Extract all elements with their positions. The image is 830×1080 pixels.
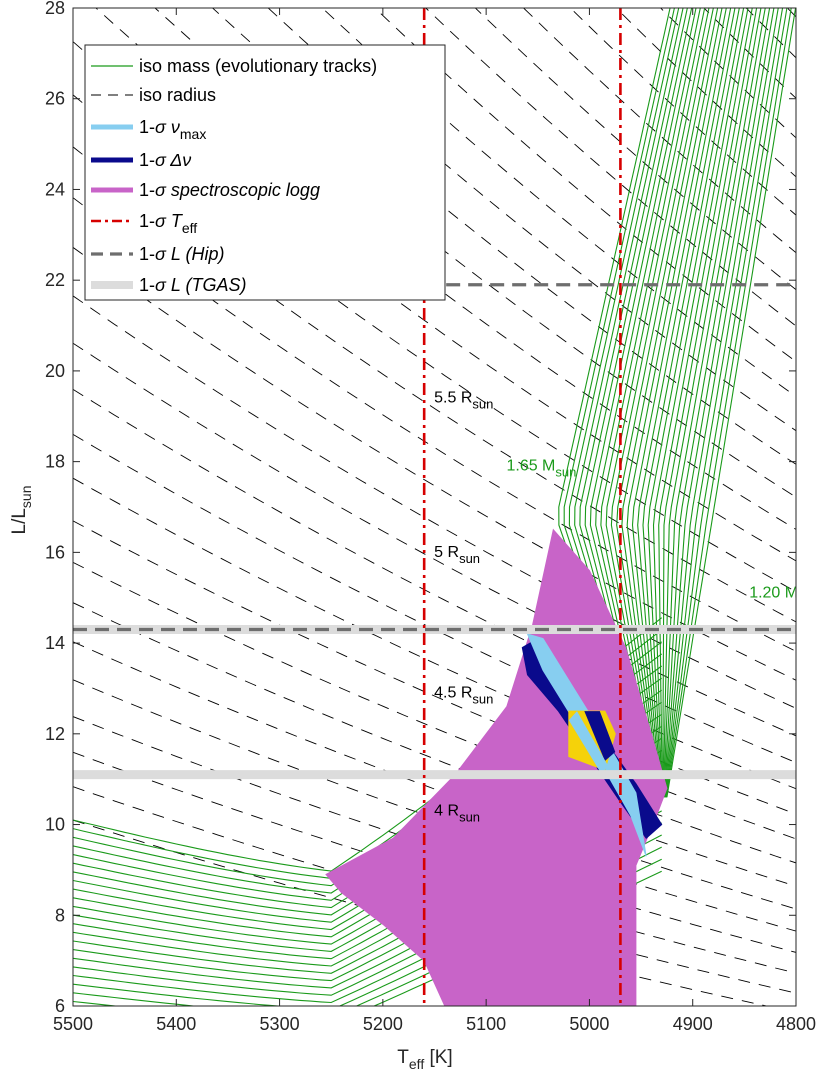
nu-max-band bbox=[526, 633, 647, 857]
iso-radius-line bbox=[73, 477, 796, 815]
x-tick-label: 4900 bbox=[673, 1014, 713, 1034]
iso-mass-track bbox=[663, 8, 766, 798]
iso-mass-track bbox=[647, 8, 745, 798]
delta-nu-band bbox=[584, 711, 616, 761]
nu-max-band bbox=[568, 711, 608, 775]
iso-mass-track bbox=[652, 8, 749, 798]
x-tick-label: 5200 bbox=[363, 1014, 403, 1034]
iso-radius-label: 4.5 Rsun bbox=[434, 685, 493, 707]
y-tick-label: 18 bbox=[45, 452, 65, 472]
iso-mass-label: 1.20 Msun bbox=[749, 585, 819, 607]
legend-entry: 1-σ Teff bbox=[139, 211, 197, 236]
iso-mass-track bbox=[666, 8, 796, 798]
iso-radius-label: 4 Rsun bbox=[434, 802, 480, 824]
y-axis-label: L/Lsun bbox=[9, 486, 34, 535]
iso-radius-line bbox=[615, 8, 796, 178]
legend-entry: 1-σ Δν bbox=[139, 150, 191, 170]
y-tick-label: 6 bbox=[55, 996, 65, 1016]
iso-radius-label: 5 Rsun bbox=[434, 544, 480, 566]
x-tick-label: 4800 bbox=[776, 1014, 816, 1034]
iso-radius-line bbox=[474, 8, 796, 291]
iso-radius-line bbox=[73, 641, 796, 910]
y-tick-label: 10 bbox=[45, 815, 65, 835]
spectroscopic-logg-region bbox=[325, 528, 668, 1006]
iso-mass-track bbox=[663, 8, 771, 798]
iso-radius-line bbox=[73, 342, 796, 737]
iso-mass-track bbox=[637, 8, 736, 798]
axes-layer: 5500 5400 5300 5200 5100 5000 4900 4800 6 8 10 12 14… bbox=[45, 0, 816, 1034]
legend-entry: iso mass (evolutionary tracks) bbox=[139, 56, 377, 76]
y-tick-label: 16 bbox=[45, 542, 65, 562]
iso-mass-track bbox=[664, 8, 779, 798]
x-tick-label: 5400 bbox=[156, 1014, 196, 1034]
x-tick-label: 5300 bbox=[260, 1014, 300, 1034]
iso-radius-line bbox=[73, 602, 796, 887]
y-tick-label: 12 bbox=[45, 724, 65, 744]
x-axis-label: Teff [K] bbox=[397, 1047, 452, 1072]
iso-radius-line bbox=[73, 247, 796, 681]
iso-mass-track bbox=[664, 8, 784, 798]
iso-mass-track bbox=[665, 8, 788, 798]
legend-entry: 1-σ spectroscopic logg bbox=[139, 180, 320, 200]
y-tick-label: 24 bbox=[45, 179, 65, 199]
iso-mass-track bbox=[662, 8, 762, 798]
x-tick-label: 5100 bbox=[466, 1014, 506, 1034]
iso-mass-track bbox=[621, 8, 723, 798]
iso-radius-line bbox=[73, 520, 796, 840]
iso-mass-label: 1.65 Msun bbox=[506, 458, 576, 480]
iso-mass-track bbox=[665, 8, 792, 798]
iso-mass-track bbox=[642, 8, 740, 798]
legend-entry: 1-σ L (Hip) bbox=[139, 244, 225, 264]
iso-mass-track bbox=[658, 8, 753, 798]
y-tick-label: 28 bbox=[45, 0, 65, 18]
iso-radius-label: 5.5 Rsun bbox=[434, 390, 493, 412]
iso-radius-line bbox=[73, 561, 796, 864]
plot-frame bbox=[72, 7, 797, 1007]
y-tick-label: 14 bbox=[45, 633, 65, 653]
x-tick-label: 5500 bbox=[53, 1014, 93, 1034]
iso-mass-track bbox=[664, 8, 775, 798]
y-tick-label: 20 bbox=[45, 361, 65, 381]
iso-mass-track bbox=[631, 8, 732, 798]
legend: iso mass (evolutionary tracks) iso radius… bbox=[84, 44, 446, 301]
iso-mass-track bbox=[626, 8, 727, 798]
y-tick-label: 26 bbox=[45, 89, 65, 109]
iso-mass-track bbox=[662, 8, 758, 798]
y-tick-label: 8 bbox=[55, 905, 65, 925]
legend-entry: 1-σ L (TGAS) bbox=[139, 275, 247, 295]
x-tick-label: 5000 bbox=[569, 1014, 609, 1034]
iso-radius-line bbox=[425, 8, 796, 327]
iso-mass-track bbox=[610, 8, 714, 798]
legend-box bbox=[84, 44, 446, 301]
legend-entry: 1-σ νmax bbox=[139, 117, 206, 142]
iso-radius-line bbox=[73, 819, 769, 1006]
y-tick-label: 22 bbox=[45, 270, 65, 290]
iso-mass-track bbox=[616, 8, 719, 798]
legend-entry: iso radius bbox=[139, 85, 216, 105]
